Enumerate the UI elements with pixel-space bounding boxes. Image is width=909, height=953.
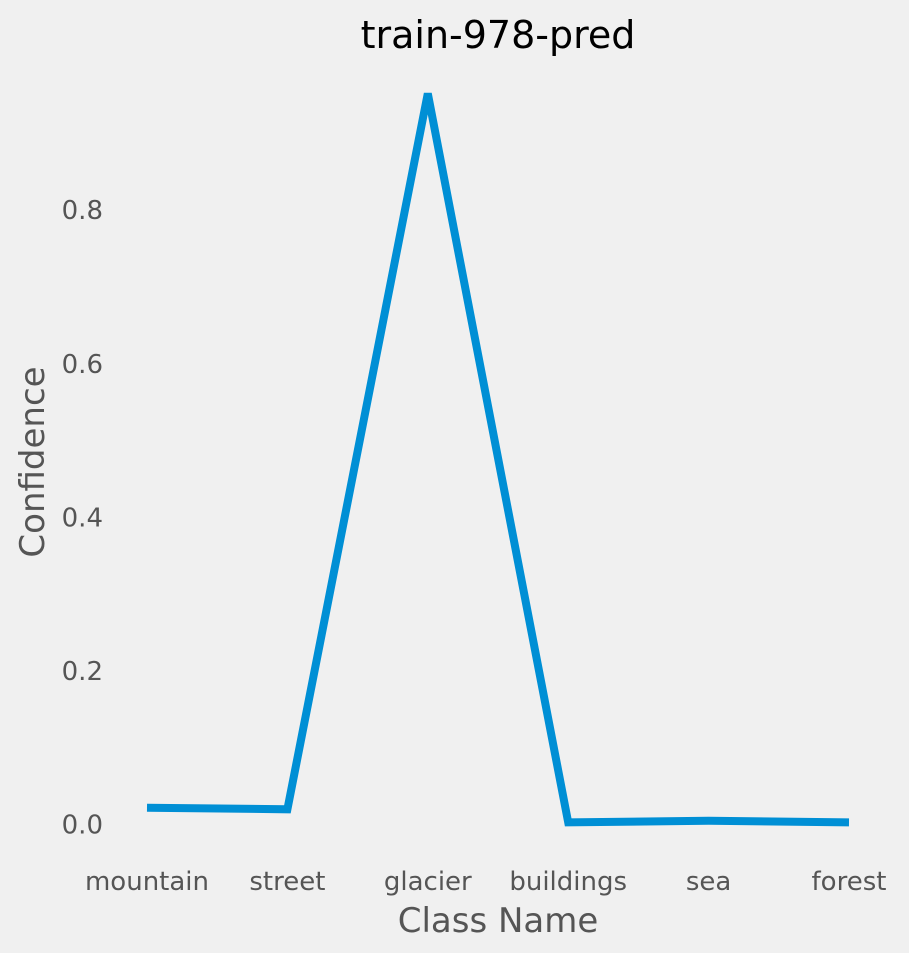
x-axis-ticks: mountain street glacier buildings sea forest	[85, 867, 886, 897]
x-tick-label: street	[249, 867, 325, 897]
x-axis-label: Class Name	[398, 901, 599, 941]
y-axis-ticks: 0.0 0.2 0.4 0.6 0.8	[62, 196, 103, 840]
chart-title: train-978-pred	[361, 13, 636, 57]
y-axis-label: Confidence	[13, 366, 53, 557]
series-points	[146, 93, 850, 823]
y-tick-label: 0.8	[62, 196, 103, 226]
x-tick-label: buildings	[509, 867, 627, 897]
x-tick-label: mountain	[85, 867, 209, 897]
y-tick-label: 0.4	[62, 503, 103, 533]
series-line	[146, 92, 850, 827]
y-tick-label: 0.6	[62, 350, 103, 380]
x-tick-label: forest	[812, 867, 887, 897]
x-tick-label: glacier	[384, 867, 472, 897]
y-tick-label: 0.2	[62, 657, 103, 687]
x-tick-label: sea	[686, 867, 731, 897]
y-tick-label: 0.0	[62, 811, 103, 841]
